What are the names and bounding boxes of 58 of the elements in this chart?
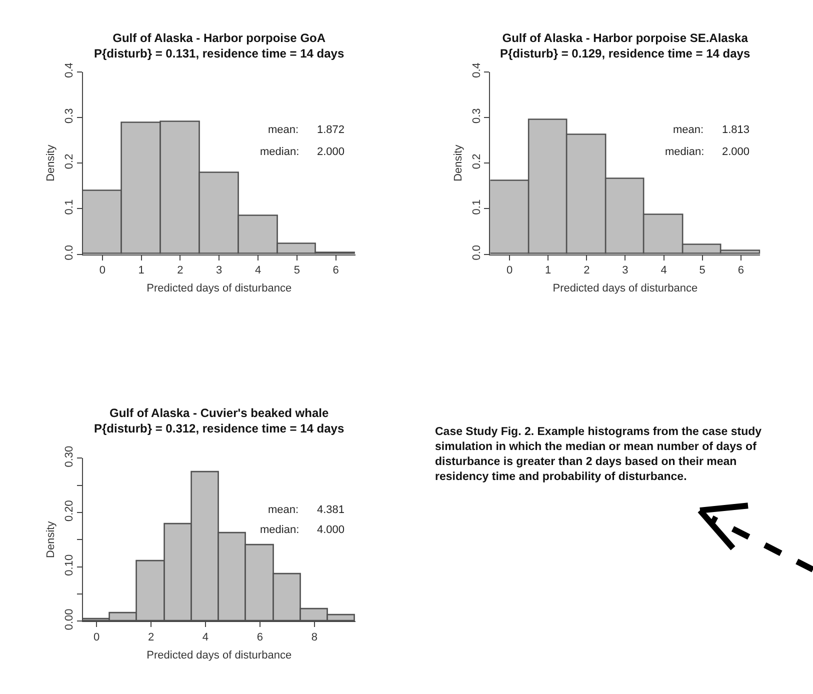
chart-subtitle: P{disturb} = 0.131, residence time = 14 days <box>94 46 344 61</box>
x-tick-label: 3 <box>622 264 628 276</box>
chart-title: Gulf of Alaska - Cuvier's beaked whale <box>109 406 329 420</box>
chart-title: Gulf of Alaska - Harbor porpoise GoA <box>112 31 326 45</box>
y-tick-label: 0.0 <box>64 244 76 260</box>
text: Case Study Fig. 2. Example histograms from the case study simulation in which the median or mean number of days of disturbance is greater than 2 days based on their mean residency time and probability of disturbance. <box>435 426 762 483</box>
y-tick-label: 0.3 <box>64 108 76 124</box>
x-axis-title: Predicted days of disturbance <box>552 282 698 295</box>
chart-subtitle: P{disturb} = 0.312, residence time = 14 days <box>94 422 344 436</box>
y-axis-title: Density <box>45 144 58 182</box>
x-tick-label: 5 <box>294 264 300 276</box>
annotation: 2.000 <box>722 146 750 158</box>
x-axis-title: Predicted days of disturbance <box>146 282 292 295</box>
x-tick-label: 4 <box>660 264 667 276</box>
y-tick-label: 0.30 <box>64 446 76 468</box>
y-tick-label: 0.1 <box>64 199 76 215</box>
chart-title: Gulf of Alaska - Harbor porpoise SE.Alaska <box>502 31 748 45</box>
annotation: median: <box>665 146 704 158</box>
y-tick-label: 0.20 <box>64 500 76 522</box>
x-tick-label: 3 <box>216 264 222 276</box>
x-tick-label: 8 <box>311 631 318 644</box>
annotation: median: <box>260 146 300 158</box>
annotation: median: <box>260 524 300 536</box>
x-tick-label: 1 <box>545 264 552 276</box>
x-tick-label: 4 <box>202 631 209 644</box>
x-axis-title: Predicted days of disturbance <box>146 649 292 662</box>
y-tick-label: 0.00 <box>64 608 76 630</box>
x-tick-label: 0 <box>506 264 513 276</box>
y-tick-label: 0.2 <box>470 154 483 170</box>
y-tick-label: 0.2 <box>64 154 76 170</box>
x-tick-label: 2 <box>148 631 154 644</box>
annotation: 4.000 <box>317 524 345 536</box>
annotation: mean: <box>268 504 299 516</box>
y-tick-label: 0.4 <box>470 62 483 78</box>
x-tick-label: 2 <box>177 264 184 276</box>
y-axis-title: Density <box>45 520 58 558</box>
y-axis-title: Density <box>452 144 464 182</box>
annotation: 1.872 <box>317 124 345 136</box>
chart-subtitle: P{disturb} = 0.129, residence time = 14 days <box>500 46 750 61</box>
y-tick-label: 0.10 <box>64 554 76 576</box>
y-tick-label: 0.4 <box>64 62 76 78</box>
annotation: mean: <box>268 124 299 136</box>
y-tick-label: 0.1 <box>470 199 483 215</box>
y-tick-label: 0.0 <box>470 244 483 260</box>
x-tick-label: 0 <box>99 264 106 276</box>
y-tick-label: 0.3 <box>470 108 483 124</box>
annotation: mean: <box>673 124 704 136</box>
annotation: 1.813 <box>722 124 750 136</box>
x-tick-label: 1 <box>138 264 144 276</box>
x-tick-label: 4 <box>254 264 262 276</box>
x-tick-label: 6 <box>332 264 339 276</box>
annotation: 4.381 <box>317 504 345 516</box>
x-tick-label: 6 <box>738 264 744 276</box>
x-tick-label: 2 <box>584 264 590 276</box>
x-tick-label: 6 <box>256 631 264 644</box>
x-tick-label: 0 <box>93 631 100 644</box>
x-tick-label: 5 <box>699 264 706 276</box>
annotation: 2.000 <box>317 146 345 158</box>
